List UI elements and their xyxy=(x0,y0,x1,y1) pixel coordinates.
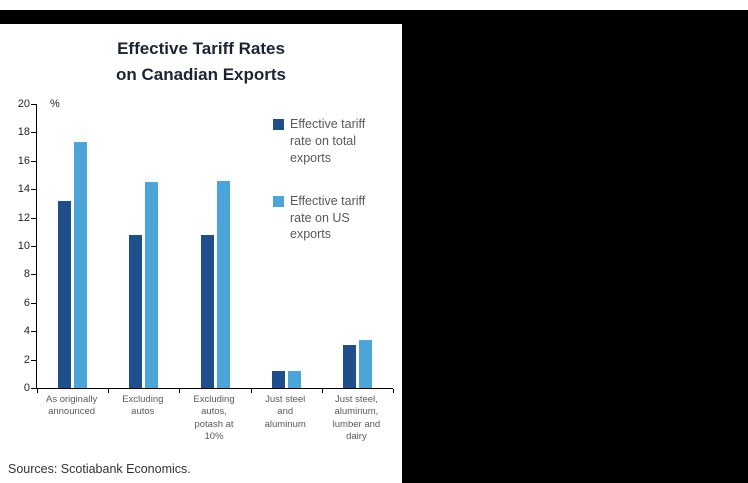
chart-title-line2: on Canadian Exports xyxy=(115,65,287,85)
x-axis-category-label: As originally announced xyxy=(45,394,98,418)
bar xyxy=(145,182,159,388)
y-axis-tick-label: 0 xyxy=(23,382,30,394)
y-axis-tick-mark xyxy=(31,274,36,276)
y-axis-tick-mark xyxy=(31,388,36,389)
y-axis-tick-mark xyxy=(31,359,36,361)
x-axis-tick-mark xyxy=(108,389,110,393)
y-axis-tick-mark xyxy=(31,302,36,304)
y-axis-tick-label: 20 xyxy=(17,98,30,110)
y-axis-tick-label: 14 xyxy=(17,183,30,196)
x-axis-category-label: Just steel, aluminum, lumber and dairy xyxy=(332,394,381,443)
y-axis-unit-label: % xyxy=(50,98,60,110)
y-axis-tick-label: 10 xyxy=(17,240,30,252)
plot-area: Effective tariff rate on total exports Ef… xyxy=(31,104,394,393)
chart-panel: Effective Tariff Rates on Canadian Expor… xyxy=(0,24,402,483)
bar-group xyxy=(322,339,393,388)
y-axis-tick-mark xyxy=(31,331,36,333)
sources-note: Sources: Scotiabank Economics. xyxy=(8,462,191,476)
bar xyxy=(342,345,356,388)
bar xyxy=(216,180,230,388)
x-axis-category-label: Excluding autos, potash at 10% xyxy=(193,394,235,443)
chart-title: Effective Tariff Rates on Canadian Expor… xyxy=(0,36,402,89)
x-axis-tick-mark xyxy=(250,389,252,393)
legend-label: Effective tariff rate on US exports xyxy=(290,193,366,242)
bar-group xyxy=(179,180,250,388)
y-axis-tick-mark xyxy=(31,189,36,191)
legend-swatch xyxy=(273,119,284,130)
x-axis-tick-mark xyxy=(37,389,38,393)
y-axis-tick-mark xyxy=(31,160,36,162)
x-axis-tick-mark xyxy=(393,389,394,393)
chart-title-line1: Effective Tariff Rates xyxy=(117,39,285,58)
x-axis-tick-mark xyxy=(321,389,323,393)
x-axis-tick-mark xyxy=(179,389,181,393)
legend-item: Effective tariff rate on US exports xyxy=(273,193,397,244)
chart-legend: Effective tariff rate on total exports Ef… xyxy=(273,116,397,243)
y-axis-tick-label: 12 xyxy=(17,211,30,224)
y-axis-tick-mark xyxy=(31,104,36,105)
x-axis-labels: As originally announced Excluding autos Ex… xyxy=(36,394,392,443)
x-axis-category-label: Just steel and aluminum xyxy=(264,394,306,430)
x-axis-category-label: Excluding autos xyxy=(122,394,164,418)
bar-group xyxy=(251,370,322,388)
bar xyxy=(271,370,285,388)
bar xyxy=(358,339,372,388)
legend-label: Effective tariff rate on total exports xyxy=(290,117,366,165)
y-axis-tick-label: 2 xyxy=(23,353,30,366)
y-axis-tick-mark xyxy=(31,217,36,219)
bar xyxy=(129,234,143,388)
legend-item: Effective tariff rate on total exports xyxy=(273,116,397,167)
y-axis-tick-labels: 0 2 4 6 8 10 12 14 16 18 20 xyxy=(0,98,30,394)
y-axis-tick-label: 4 xyxy=(23,325,30,338)
bar-groups xyxy=(37,104,393,388)
legend-swatch xyxy=(273,195,284,207)
y-axis-tick-label: 18 xyxy=(17,126,30,139)
top-black-bar xyxy=(0,10,748,24)
y-axis-tick-label: 16 xyxy=(17,154,30,167)
right-black-panel xyxy=(402,24,748,483)
y-axis-tick-label: 8 xyxy=(23,268,30,281)
bar xyxy=(58,200,72,388)
bar-group xyxy=(108,182,179,388)
y-axis-tick-label: 6 xyxy=(23,296,30,309)
bar xyxy=(287,370,301,388)
bar-group xyxy=(37,142,108,388)
bar xyxy=(200,234,214,388)
bar xyxy=(74,142,88,388)
y-axis-tick-mark xyxy=(31,132,36,134)
y-axis-tick-mark xyxy=(31,246,36,247)
